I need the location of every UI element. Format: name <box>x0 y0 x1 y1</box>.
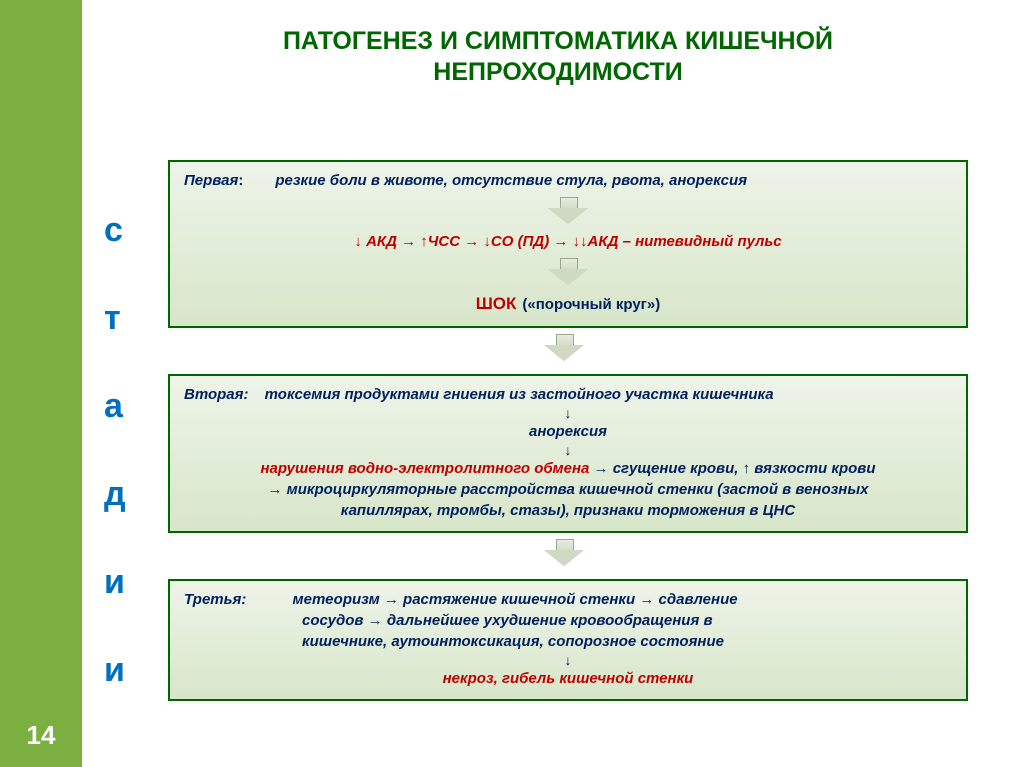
title-line-2: НЕПРОХОДИМОСТИ <box>433 58 682 86</box>
stage-char: т <box>104 274 126 362</box>
stage1-symptoms: резкие боли в животе, отсутствие стула, … <box>275 170 747 191</box>
stage2-rest-a: сгущение крови, ↑ вязкости крови <box>613 460 876 477</box>
stage-char: и <box>104 538 126 626</box>
stage-char: д <box>104 450 126 538</box>
stage2-anorexia: анорексия <box>184 421 952 442</box>
stage1-shock: ШОК («порочный круг») <box>184 292 952 316</box>
stage1-lead: Первая <box>184 172 238 189</box>
stage1-shock-rest: («порочный круг») <box>522 294 660 315</box>
stage2-colon: : <box>243 386 248 403</box>
stage2-arrow: → <box>589 460 612 477</box>
stage3-lead: Третья <box>184 591 241 608</box>
thin-arrow-icon: ↓ <box>184 442 952 458</box>
stage-char: а <box>104 362 126 450</box>
stage3-l3: кишечнике, аутоинтоксикация, сопорозное … <box>184 631 952 652</box>
stage-box-3: Третья: метеоризм → растяжение кишечной … <box>168 579 968 701</box>
stage2-red: нарушения водно-электролитного обмена <box>260 460 589 477</box>
stage3-colon: : <box>241 591 246 608</box>
stage-box-2: Вторая: токсемия продуктами гниения из з… <box>168 374 968 533</box>
stages-vertical-label: с т а д и и <box>104 186 126 714</box>
slide-sidebar <box>0 0 82 767</box>
thin-arrow-icon: ↓ <box>184 405 952 421</box>
stage3-line1: Третья: метеоризм → растяжение кишечной … <box>184 589 952 610</box>
stage-box-1: Первая: резкие боли в животе, отсутствие… <box>168 160 968 328</box>
stage2-rest-c: капиллярах, тромбы, стазы), признаки тор… <box>184 500 952 521</box>
stage1-shock-red: ШОК <box>476 292 517 316</box>
stage3-l1: метеоризм → растяжение кишечной стенки →… <box>293 591 738 608</box>
page-number: 14 <box>0 720 82 751</box>
stage1-chain: ↓ АКД → ↑ЧСС → ↓СО (ПД) → ↓↓АКД – нитеви… <box>184 231 952 252</box>
arrow-down-icon <box>544 539 592 573</box>
stage-char: с <box>104 186 126 274</box>
stage3-necrosis: некроз, гибель кишечной стенки <box>184 668 952 689</box>
stage1-row1: Первая: резкие боли в животе, отсутствие… <box>184 170 952 191</box>
stage2-line-red: нарушения водно-электролитного обмена → … <box>184 458 952 479</box>
stage2-lead: Вторая <box>184 386 243 403</box>
stage-boxes: Первая: резкие боли в животе, отсутствие… <box>168 160 968 701</box>
arrow-down-icon <box>548 197 588 225</box>
arrow-down-icon <box>548 258 588 286</box>
stage2-rest1: токсемия продуктами гниения из застойног… <box>265 386 774 403</box>
stage2-rest-b: → микроциркуляторные расстройства кишечн… <box>184 479 952 500</box>
stage1-colon: : <box>238 172 243 189</box>
title-line-1: ПАТОГЕНЕЗ И СИМПТОМАТИКА КИШЕЧНОЙ <box>283 27 833 55</box>
arrow-down-icon <box>544 334 592 368</box>
slide-title: ПАТОГЕНЕЗ И СИМПТОМАТИКА КИШЕЧНОЙ НЕПРОХ… <box>122 26 994 89</box>
stage-char: и <box>104 626 126 714</box>
thin-arrow-icon: ↓ <box>184 652 952 668</box>
stage2-line1: Вторая: токсемия продуктами гниения из з… <box>184 384 952 405</box>
stage3-l2: сосудов → дальнейшее ухудшение кровообра… <box>184 610 952 631</box>
